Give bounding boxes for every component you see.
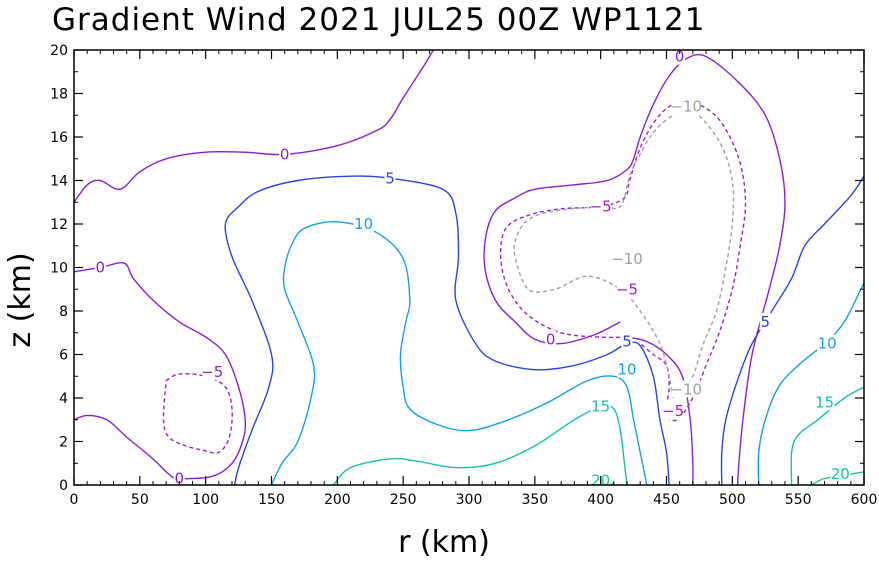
- x-tick-label: 400: [587, 492, 614, 508]
- contour-label: 5: [622, 332, 632, 350]
- contour-label: 0: [675, 48, 685, 66]
- contour-line-5-8: [720, 175, 865, 486]
- contour-label: −10: [670, 98, 702, 116]
- contour-label-bg: [671, 97, 701, 115]
- x-tick-label: 150: [258, 492, 285, 508]
- y-tick-label: 10: [50, 261, 68, 277]
- contour-line-neg10-6: [513, 108, 735, 399]
- contour-line-15-11: [332, 404, 628, 486]
- y-tick-label: 14: [50, 174, 68, 190]
- y-tick-label: 16: [50, 130, 68, 146]
- y-tick-label: 12: [50, 217, 68, 233]
- plot-frame: [73, 49, 865, 486]
- contour-label: 0: [96, 259, 106, 277]
- contour-label: 5: [385, 169, 395, 187]
- contour-line-10-10: [757, 282, 865, 486]
- contour-lines: [73, 49, 865, 486]
- contour-label-bg: [279, 145, 291, 163]
- contour-label: 10: [818, 335, 837, 353]
- y-tick-label: 2: [59, 435, 68, 451]
- contour-line-10-9: [270, 221, 648, 486]
- contour-label: 15: [815, 393, 834, 411]
- y-tick-label: 0: [59, 478, 68, 494]
- contour-line-5-7: [224, 175, 670, 486]
- x-tick-label: 550: [785, 492, 812, 508]
- contour-label: −10: [670, 380, 702, 398]
- y-tick-label: 20: [50, 43, 68, 59]
- contour-line-neg5-5: [162, 373, 233, 454]
- x-tick-label: 450: [653, 492, 680, 508]
- contour-label: −10: [611, 250, 643, 268]
- contour-label-bg: [545, 330, 557, 348]
- contour-label-bg: [173, 469, 185, 487]
- contour-label-bg: [590, 197, 611, 215]
- y-tick-label: 18: [50, 87, 68, 103]
- contour-line-0-3: [626, 336, 694, 486]
- contour-label: 10: [617, 361, 636, 379]
- contour-label-bg: [759, 312, 771, 330]
- contour-line-0-1: [73, 262, 247, 480]
- contour-label: −5: [616, 280, 638, 298]
- x-tick-label: 500: [719, 492, 746, 508]
- x-tick-label: 600: [851, 492, 878, 508]
- y-tick-label: 4: [59, 391, 68, 407]
- x-axis-label: r (km): [398, 525, 490, 560]
- y-tick-label: 8: [59, 304, 68, 320]
- x-tick-label: 300: [456, 492, 483, 508]
- contour-label-bg: [202, 362, 223, 380]
- contour-label: −5: [201, 363, 223, 381]
- contour-label: 15: [591, 398, 610, 416]
- contour-label: 5: [760, 313, 770, 331]
- x-tick-label: 0: [70, 492, 79, 508]
- contour-label-bg: [814, 393, 835, 411]
- contour-label-bg: [817, 334, 838, 352]
- contour-line-15-12: [790, 386, 865, 486]
- x-tick-label: 50: [131, 492, 149, 508]
- contour-label-bg: [353, 215, 374, 232]
- contour-line-0-2: [483, 53, 786, 486]
- contour-label-bg: [590, 397, 611, 415]
- contour-label-bg: [830, 465, 851, 483]
- chart-title: Gradient Wind 2021 JUL25 00Z WP1121: [52, 2, 705, 38]
- contour-label: 0: [546, 330, 556, 348]
- x-tick-label: 250: [390, 492, 417, 508]
- contour-line-0-0: [73, 49, 435, 203]
- contour-label-bg: [617, 280, 637, 298]
- contour-label: 0: [280, 145, 290, 163]
- contour-label-bg: [94, 258, 106, 276]
- contour-label-bg: [674, 47, 686, 65]
- x-axis: 0 50 100 150 200 250 300 350 400 450 500 550 600: [70, 50, 878, 508]
- y-axis-label: z (km): [3, 252, 38, 347]
- contour-label-bg: [384, 169, 396, 187]
- contour-label-bg: [671, 380, 701, 398]
- x-tick-label: 350: [521, 492, 548, 508]
- contour-label: 20: [831, 465, 850, 483]
- contour-label-bg: [617, 360, 637, 378]
- contour-label-bg: [612, 249, 642, 267]
- y-tick-label: 6: [59, 348, 68, 364]
- contour-label: −5: [590, 198, 612, 216]
- contour-label: 0: [175, 469, 185, 487]
- contour-label: 10: [354, 215, 373, 233]
- contour-label-bg: [621, 332, 633, 350]
- y-axis: 0 2 4 6 8 10 12 14 16 18 20: [50, 43, 864, 494]
- x-tick-label: 200: [324, 492, 351, 508]
- x-tick-label: 100: [192, 492, 219, 508]
- contour-label-bg: [663, 402, 684, 420]
- contour-label: −5: [662, 402, 684, 420]
